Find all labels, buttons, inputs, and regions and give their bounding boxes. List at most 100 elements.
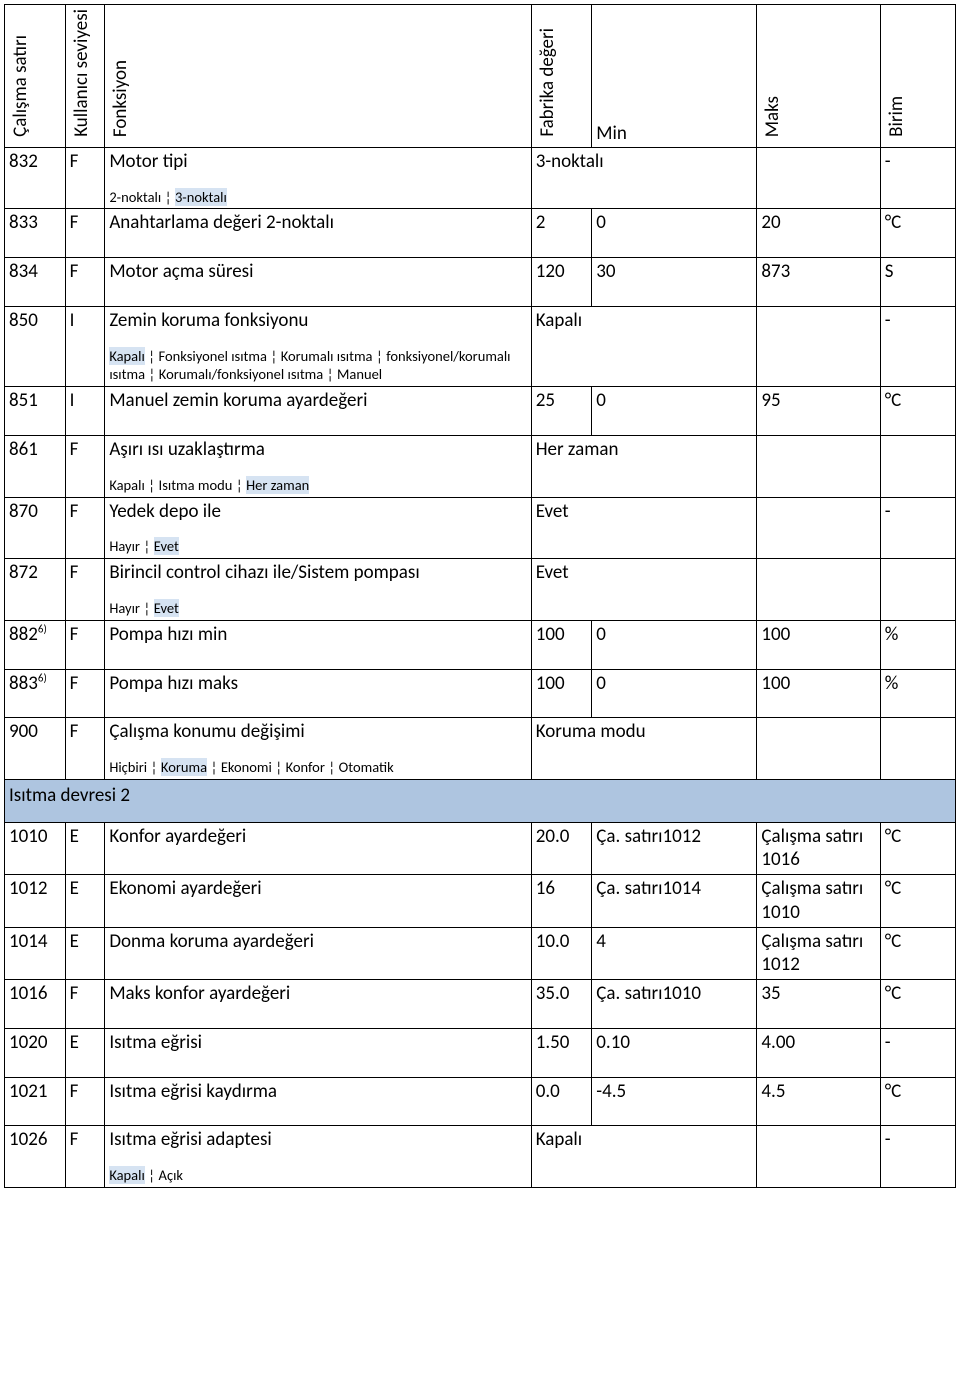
cell-level: F bbox=[65, 669, 105, 718]
col-max: Maks bbox=[757, 5, 880, 148]
cell-level: E bbox=[65, 822, 105, 875]
cell-unit bbox=[880, 436, 955, 498]
cell-factory-value: Evet bbox=[531, 559, 757, 621]
cell-function: Maks konfor ayardeğeri bbox=[105, 980, 531, 1029]
table-row: 870FYedek depo ileHayır ¦ EvetEvet- bbox=[5, 497, 956, 559]
cell-unit: - bbox=[880, 147, 955, 209]
table-row: 1016FMaks konfor ayardeğeri35.0Ça. satır… bbox=[5, 980, 956, 1029]
table-row: 8836)FPompa hızı maks1000100% bbox=[5, 669, 956, 718]
cell-factory-value: 2 bbox=[531, 209, 592, 258]
cell-unit: °C bbox=[880, 387, 955, 436]
table-row: 1020EIsıtma eğrisi1.500.104.00- bbox=[5, 1028, 956, 1077]
table-row: 1010EKonfor ayardeğeri20.0Ça. satırı1012… bbox=[5, 822, 956, 875]
cell-level: F bbox=[65, 209, 105, 258]
cell-level: F bbox=[65, 1077, 105, 1126]
cell-line: 8836) bbox=[5, 669, 66, 718]
cell-function: Isıtma eğrisi bbox=[105, 1028, 531, 1077]
cell-unit: °C bbox=[880, 875, 955, 928]
cell-function: Çalışma konumu değişimiHiçbiri ¦ Koruma … bbox=[105, 718, 531, 780]
cell-unit: - bbox=[880, 306, 955, 386]
option-list: 2-noktalı ¦ 3-noktalı bbox=[109, 188, 526, 207]
cell-unit: °C bbox=[880, 209, 955, 258]
table-row: 850IZemin koruma fonksiyonuKapalı ¦ Fonk… bbox=[5, 306, 956, 386]
cell-line: 8826) bbox=[5, 620, 66, 669]
cell-max bbox=[757, 497, 880, 559]
cell-level: I bbox=[65, 306, 105, 386]
cell-line: 872 bbox=[5, 559, 66, 621]
cell-line: 1014 bbox=[5, 927, 66, 980]
cell-max: 35 bbox=[757, 980, 880, 1029]
cell-min: 0 bbox=[592, 209, 757, 258]
cell-min: Ça. satırı1010 bbox=[592, 980, 757, 1029]
cell-function: Konfor ayardeğeri bbox=[105, 822, 531, 875]
cell-max: 4.00 bbox=[757, 1028, 880, 1077]
cell-unit: - bbox=[880, 1028, 955, 1077]
cell-function: Birincil control cihazı ile/Sistem pompa… bbox=[105, 559, 531, 621]
cell-function: Isıtma eğrisi kaydırma bbox=[105, 1077, 531, 1126]
cell-function: Ekonomi ayardeğeri bbox=[105, 875, 531, 928]
cell-max bbox=[757, 306, 880, 386]
table-row: 833FAnahtarlama değeri 2-noktalı2020°C bbox=[5, 209, 956, 258]
table-row: 1014EDonma koruma ayardeğeri10.04Çalışma… bbox=[5, 927, 956, 980]
cell-line: 832 bbox=[5, 147, 66, 209]
cell-factory-value: 100 bbox=[531, 669, 592, 718]
cell-line: 1021 bbox=[5, 1077, 66, 1126]
cell-line: 834 bbox=[5, 258, 66, 307]
cell-function: Motor tipi2-noktalı ¦ 3-noktalı bbox=[105, 147, 531, 209]
col-min: Min bbox=[592, 5, 757, 148]
cell-max: 100 bbox=[757, 669, 880, 718]
cell-max bbox=[757, 147, 880, 209]
table-row: 900FÇalışma konumu değişimiHiçbiri ¦ Kor… bbox=[5, 718, 956, 780]
cell-unit bbox=[880, 718, 955, 780]
col-fn: Fonksiyon bbox=[105, 5, 531, 148]
cell-function: Pompa hızı maks bbox=[105, 669, 531, 718]
cell-function: Pompa hızı min bbox=[105, 620, 531, 669]
cell-min: 0 bbox=[592, 620, 757, 669]
cell-factory-value: 10.0 bbox=[531, 927, 592, 980]
cell-max: Çalışma satırı 1012 bbox=[757, 927, 880, 980]
table-row: 8826)FPompa hızı min1000100% bbox=[5, 620, 956, 669]
table-row: 851IManuel zemin koruma ayardeğeri25095°… bbox=[5, 387, 956, 436]
cell-min: 0 bbox=[592, 669, 757, 718]
cell-level: E bbox=[65, 875, 105, 928]
cell-level: E bbox=[65, 927, 105, 980]
cell-min: 4 bbox=[592, 927, 757, 980]
option-list: Hiçbiri ¦ Koruma ¦ Ekonomi ¦ Konfor ¦ Ot… bbox=[109, 758, 526, 777]
cell-level: F bbox=[65, 147, 105, 209]
table-row: 872FBirincil control cihazı ile/Sistem p… bbox=[5, 559, 956, 621]
cell-max bbox=[757, 718, 880, 780]
cell-line: 900 bbox=[5, 718, 66, 780]
table-row: 1021FIsıtma eğrisi kaydırma0.0-4.54.5°C bbox=[5, 1077, 956, 1126]
cell-function: Isıtma eğrisi adaptesiKapalı ¦ Açık bbox=[105, 1126, 531, 1188]
table-row: 1012EEkonomi ayardeğeri16Ça. satırı1014Ç… bbox=[5, 875, 956, 928]
cell-max bbox=[757, 1126, 880, 1188]
option-list: Hayır ¦ Evet bbox=[109, 599, 526, 618]
parameter-table: Çalışma satırı Kullanıcı seviyesi Fonksi… bbox=[4, 4, 956, 1188]
col-unit: Birim bbox=[880, 5, 955, 148]
section-header-row: Isıtma devresi 2 bbox=[5, 779, 956, 822]
cell-max: 100 bbox=[757, 620, 880, 669]
cell-factory-value: 3-noktalı bbox=[531, 147, 757, 209]
cell-level: F bbox=[65, 497, 105, 559]
cell-factory-value: Kapalı bbox=[531, 306, 757, 386]
cell-unit: S bbox=[880, 258, 955, 307]
col-line: Çalışma satırı bbox=[5, 5, 66, 148]
cell-factory-value: 0.0 bbox=[531, 1077, 592, 1126]
cell-unit: - bbox=[880, 1126, 955, 1188]
cell-min: Ça. satırı1014 bbox=[592, 875, 757, 928]
table-row: 832FMotor tipi2-noktalı ¦ 3-noktalı3-nok… bbox=[5, 147, 956, 209]
cell-line: 851 bbox=[5, 387, 66, 436]
cell-unit: % bbox=[880, 669, 955, 718]
cell-line: 1012 bbox=[5, 875, 66, 928]
cell-level: I bbox=[65, 387, 105, 436]
cell-level: F bbox=[65, 718, 105, 780]
option-list: Hayır ¦ Evet bbox=[109, 537, 526, 556]
table-header-row: Çalışma satırı Kullanıcı seviyesi Fonksi… bbox=[5, 5, 956, 148]
table-row: 1026FIsıtma eğrisi adaptesiKapalı ¦ Açık… bbox=[5, 1126, 956, 1188]
cell-line: 861 bbox=[5, 436, 66, 498]
cell-level: F bbox=[65, 1126, 105, 1188]
cell-level: F bbox=[65, 980, 105, 1029]
cell-max: Çalışma satırı 1016 bbox=[757, 822, 880, 875]
cell-factory-value: Her zaman bbox=[531, 436, 757, 498]
section-title: Isıtma devresi 2 bbox=[5, 779, 956, 822]
